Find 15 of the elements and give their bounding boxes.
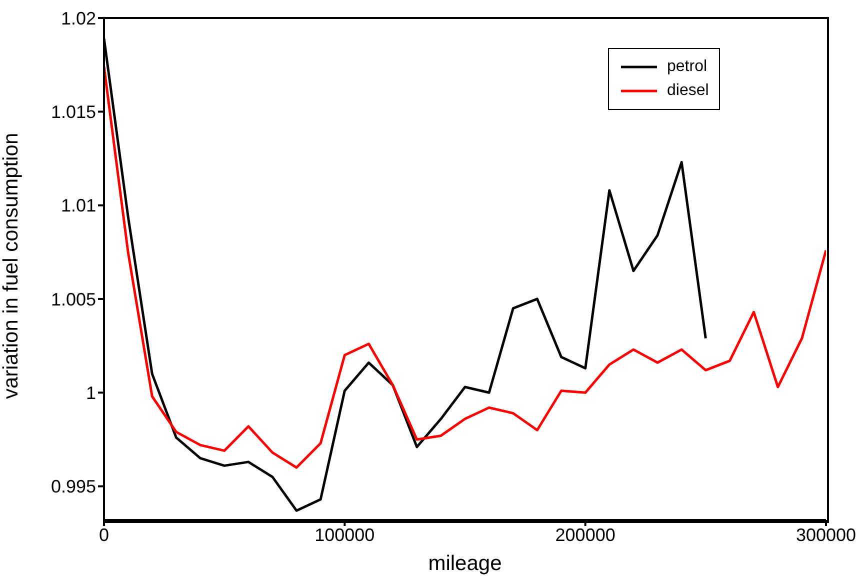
y-tick-label: 0.995 — [50, 476, 96, 497]
y-tick-label: 1.01 — [60, 196, 96, 216]
y-axis-title: variation in fuel consumption — [0, 132, 22, 399]
x-tick-label: 300000 — [796, 524, 856, 545]
y-tick-label: 1.005 — [50, 289, 96, 310]
y-tick-label: 1 — [86, 383, 96, 404]
x-tick-label: 0 — [98, 524, 110, 545]
line-series — [104, 37, 707, 512]
y-tick-label: 1.02 — [60, 8, 96, 28]
x-tick-label: 100000 — [314, 524, 375, 545]
x-tick-label: 200000 — [555, 524, 616, 545]
legend-label: petrol — [667, 58, 708, 76]
y-tick-label: 1.015 — [50, 102, 96, 122]
legend-label: diesel — [667, 82, 709, 100]
x-axis-title: mileage — [428, 552, 502, 575]
